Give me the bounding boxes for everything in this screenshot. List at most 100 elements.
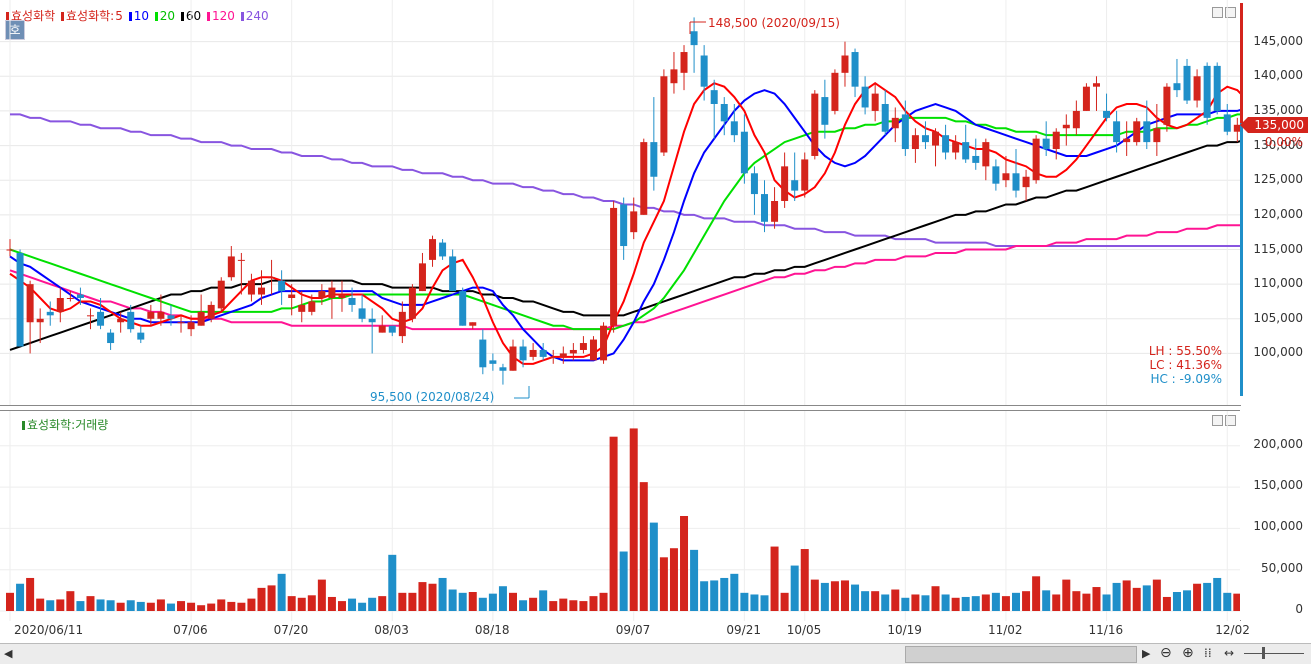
candle-body — [157, 311, 165, 319]
candle-body — [418, 263, 426, 292]
candle-body — [36, 318, 44, 323]
legend-ma60: 60 — [180, 9, 202, 23]
candle-body — [499, 367, 507, 371]
candle-body — [1012, 173, 1020, 191]
scroll-thumb[interactable] — [905, 646, 1137, 663]
minimize-icon[interactable] — [1212, 415, 1223, 426]
candle-body — [318, 291, 326, 298]
volume-bar — [549, 601, 558, 611]
candle-body — [247, 280, 255, 295]
price-tick-label: 120,000 — [1253, 206, 1303, 221]
volume-bar — [257, 587, 266, 611]
zoom-slider-track[interactable] — [1244, 653, 1304, 654]
candle-body — [821, 97, 829, 125]
candle-body — [730, 121, 738, 136]
price-tick-label: 135,000 — [1253, 102, 1303, 117]
candle-body — [992, 166, 1000, 184]
minimize-icon[interactable] — [1212, 7, 1223, 18]
date-tick-label: 08/03 — [374, 623, 409, 637]
candle-body — [589, 339, 597, 361]
volume-bar — [770, 546, 779, 611]
lh-stat: LH : 55.50% — [1148, 344, 1222, 358]
maximize-icon[interactable] — [1225, 415, 1236, 426]
volume-bar — [951, 597, 960, 611]
volume-bar — [26, 577, 35, 611]
volume-bar — [730, 573, 739, 611]
scroll-left-icon[interactable]: ◀ — [4, 647, 13, 660]
scroll-right-icon[interactable]: ▶ — [1142, 647, 1151, 660]
expand-icon[interactable]: ↔ — [1224, 646, 1235, 660]
volume-bar — [680, 516, 689, 611]
candle-body — [1143, 121, 1151, 143]
volume-bar — [348, 598, 357, 611]
price-tick-label: 105,000 — [1253, 310, 1303, 325]
volume-bar — [358, 602, 367, 611]
volume-bar — [187, 602, 196, 611]
candle-body — [891, 117, 899, 129]
candle-body — [1032, 138, 1040, 181]
candle-body — [137, 332, 145, 340]
candle-body — [117, 318, 125, 323]
candle-body — [921, 135, 929, 143]
volume-bar — [438, 577, 447, 611]
volume-tick-label: 200,000 — [1253, 436, 1303, 451]
horizontal-scrollbar[interactable]: ◀ ▶ ⊖ ⊕ ⁞⁞ ↔ — [0, 643, 1311, 664]
maximize-icon[interactable] — [1225, 7, 1236, 18]
volume-bar — [1132, 587, 1141, 611]
candle-body — [972, 155, 980, 163]
candle-body — [1002, 173, 1010, 181]
price-tick-label: 130,000 — [1253, 137, 1303, 152]
volume-bar — [46, 600, 55, 611]
date-tick-label: 08/18 — [474, 623, 510, 637]
volume-bar — [609, 436, 618, 611]
price-chart-pane[interactable]: 효성화학 효성화학:5 10 20 60 120 240 호 LH : 55.5… — [0, 0, 1241, 406]
candle-body — [952, 142, 960, 153]
candle-body — [398, 311, 406, 337]
candle-body — [1103, 110, 1111, 118]
candle-body — [358, 308, 366, 319]
volume-bar — [287, 596, 296, 611]
candle-body — [1123, 138, 1131, 143]
candle-body — [710, 90, 718, 104]
candle-body — [519, 346, 527, 361]
candle-body — [771, 201, 779, 222]
volume-legend: 효성화학:거래량 — [22, 416, 108, 433]
lc-stat: LC : 41.36% — [1149, 358, 1223, 372]
candle-body — [348, 298, 356, 305]
volume-bar — [1022, 591, 1031, 611]
candle-body — [1113, 121, 1121, 143]
volume-bar — [16, 583, 25, 611]
volume-bar — [1062, 579, 1071, 611]
volume-bar — [1112, 582, 1121, 611]
price-tick-label: 140,000 — [1253, 68, 1303, 83]
candle-body — [630, 211, 638, 233]
volume-bar — [619, 551, 628, 611]
volume-bar — [317, 579, 326, 611]
volume-bar — [820, 582, 829, 611]
zoom-out-icon[interactable]: ⊖ — [1160, 645, 1172, 661]
current-price-arrow — [1240, 117, 1248, 133]
candle-body — [66, 298, 74, 299]
zoom-in-icon[interactable]: ⊕ — [1182, 645, 1194, 661]
volume-bar — [418, 582, 427, 611]
candle-body — [308, 301, 316, 312]
volume-bar — [871, 591, 880, 611]
candle-body — [439, 242, 447, 257]
candle-body — [841, 55, 849, 73]
volume-bar — [146, 602, 155, 611]
volume-bar — [327, 596, 336, 611]
volume-bar — [458, 592, 467, 611]
candle-body — [278, 280, 286, 292]
grid-icon[interactable]: ⁞⁞ — [1204, 646, 1212, 660]
date-tick-label: 09/07 — [615, 623, 651, 637]
volume-chart-pane[interactable]: 효성화학:거래량 — [0, 410, 1241, 621]
volume-bar — [6, 592, 14, 611]
candle-body — [942, 135, 950, 153]
volume-bar — [1032, 576, 1041, 611]
volume-bar — [1162, 596, 1171, 611]
volume-bar — [971, 596, 980, 611]
candle-body — [6, 249, 14, 251]
zoom-slider-handle[interactable] — [1262, 647, 1265, 659]
volume-bar — [830, 581, 839, 611]
volume-bar — [659, 557, 668, 611]
